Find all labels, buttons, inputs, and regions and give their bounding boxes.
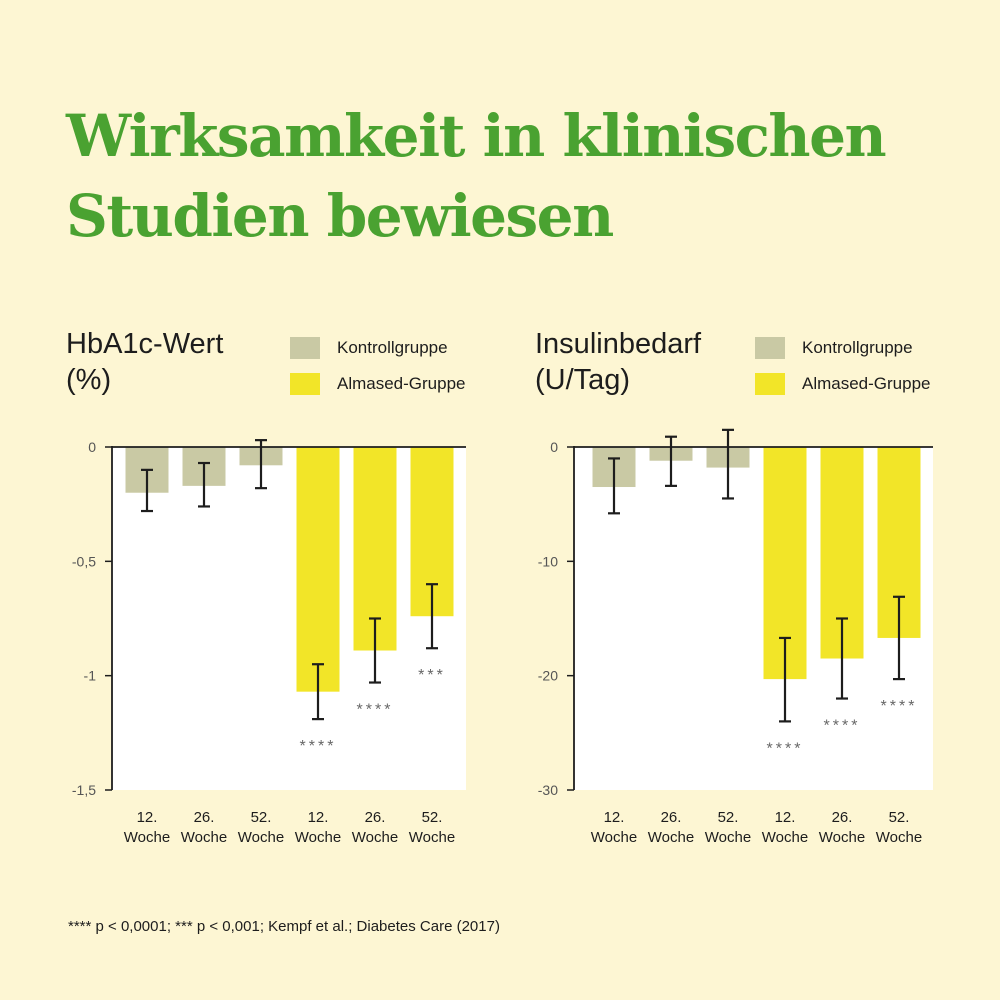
chart-1-x-label-line-2: Woche [409, 829, 455, 846]
chart-2-x-label-line-1: 26. [661, 809, 682, 826]
chart-2-x-label-line-2: Woche [762, 829, 808, 846]
chart-1-x-label-line-2: Woche [295, 829, 341, 846]
headline-line-2: Studien bewiesen [66, 182, 614, 250]
chart-1-x-label-line-1: 26. [365, 809, 386, 826]
chart-2-y-tick-label: 0 [550, 439, 558, 455]
chart-2-title-line-1: Insulinbedarf [535, 328, 702, 360]
chart-1-bar [296, 447, 340, 692]
legend-swatch-almased [290, 373, 320, 395]
legend-label-control: Kontrollgruppe [802, 338, 913, 357]
chart-2-x-label-line-1: 52. [889, 809, 910, 826]
chart-2-x-label-line-2: Woche [876, 829, 922, 846]
legend-label-control: Kontrollgruppe [337, 338, 448, 357]
legend-label-almased: Almased-Gruppe [337, 374, 466, 393]
chart-1-plot-area [112, 447, 466, 790]
chart-1-y-tick-label: -0,5 [72, 553, 96, 569]
legend-item-control: Kontrollgruppe [755, 330, 931, 366]
legend-item-almased: Almased-Gruppe [755, 366, 931, 402]
chart-2-significance-label: **** [824, 718, 861, 735]
chart-1-title-line-1: HbA1c-Wert [66, 328, 224, 360]
chart-2-x-label-line-2: Woche [705, 829, 751, 846]
chart-1-y-tick-label: 0 [88, 439, 96, 455]
chart-1-x-label-line-1: 52. [422, 809, 443, 826]
chart-2-title-line-2: (U/Tag) [535, 364, 631, 396]
chart-2-title: Insulinbedarf (U/Tag) [535, 326, 701, 398]
footnote: **** p < 0,0001; *** p < 0,001; Kempf et… [68, 918, 500, 935]
chart-1-x-label-line-1: 26. [194, 809, 215, 826]
chart-2-y-tick-label: -20 [538, 668, 558, 684]
chart-2-x-label-line-1: 52. [718, 809, 739, 826]
chart-2-x-label-line-1: 26. [832, 809, 853, 826]
chart-2-y-tick-label: -30 [538, 782, 558, 798]
chart-2-significance-label: **** [881, 698, 918, 715]
chart-2-significance-label: **** [767, 740, 804, 757]
legend-item-control: Kontrollgruppe [290, 330, 466, 366]
chart-1-x-label-line-1: 12. [137, 809, 158, 826]
legend-swatch-control [290, 337, 320, 359]
chart-2-x-label-line-2: Woche [591, 829, 637, 846]
legend-swatch-almased [755, 373, 785, 395]
chart-1-y-tick-label: -1,5 [72, 782, 96, 798]
chart-1-x-label-line-1: 12. [308, 809, 329, 826]
chart-1-x-label-line-2: Woche [181, 829, 227, 846]
legend-label-almased: Almased-Gruppe [802, 374, 931, 393]
chart-1-significance-label: **** [300, 738, 337, 755]
chart-1-x-label-line-2: Woche [238, 829, 284, 846]
chart-2-x-label-line-2: Woche [819, 829, 865, 846]
chart-2-y-tick-label: -10 [538, 553, 558, 569]
chart-1-significance-label: **** [357, 702, 394, 719]
chart-1-title-line-2: (%) [66, 364, 112, 396]
headline-line-1: Wirksamkeit in klinischen [66, 102, 887, 170]
chart-2-legend: Kontrollgruppe Almased-Gruppe [755, 330, 931, 402]
chart-1-significance-label: *** [418, 667, 446, 684]
chart-2-plot-area [574, 447, 933, 790]
chart-1-legend: Kontrollgruppe Almased-Gruppe [290, 330, 466, 402]
legend-swatch-control [755, 337, 785, 359]
legend-item-almased: Almased-Gruppe [290, 366, 466, 402]
chart-2-x-label-line-1: 12. [604, 809, 625, 826]
chart-2-x-label-line-2: Woche [648, 829, 694, 846]
chart-1-y-tick-label: -1 [84, 668, 97, 684]
chart-1-x-label-line-1: 52. [251, 809, 272, 826]
chart-1-x-label-line-2: Woche [124, 829, 170, 846]
chart-1-x-label-line-2: Woche [352, 829, 398, 846]
chart-2-x-label-line-1: 12. [775, 809, 796, 826]
headline: Wirksamkeit in klinischen Studien bewies… [66, 96, 966, 256]
chart-1-bar [353, 447, 397, 651]
chart-1-title: HbA1c-Wert (%) [66, 326, 223, 398]
